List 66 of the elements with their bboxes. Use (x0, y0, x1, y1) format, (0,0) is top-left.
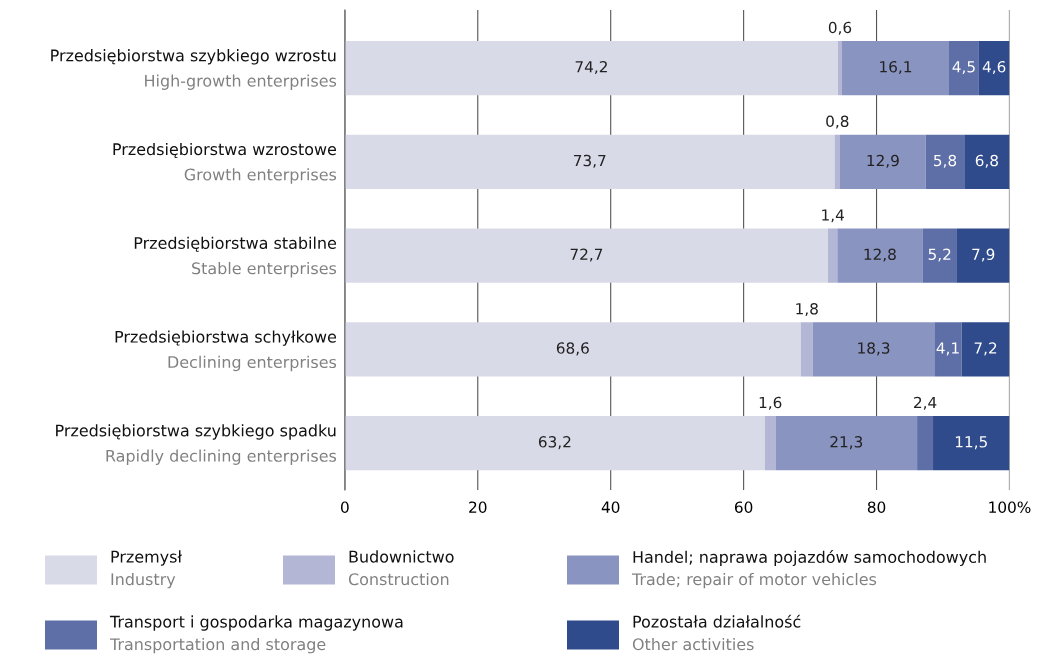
bar (917, 415, 934, 471)
bar (961, 322, 1010, 377)
data-label: 73,7 (574, 154, 606, 168)
bar (344, 134, 835, 190)
data-label: 4,1 (936, 342, 959, 356)
bar (344, 415, 765, 471)
bar (834, 134, 840, 190)
y-tick-label: Przedsiębiorstwa schyłkowe Declining enterprises (115, 330, 337, 372)
data-label: 1,6 (759, 396, 782, 410)
data-label: 63,2 (538, 436, 571, 450)
data-label: 68,6 (556, 342, 589, 356)
x-tick-label: 20 (469, 501, 487, 513)
bar (839, 134, 926, 190)
data-label: 7,2 (974, 342, 997, 356)
y-tick-label: Przedsiębiorstwa szybkiego spadku Rapidly declining enterprises (56, 424, 337, 465)
data-label: 6,8 (975, 154, 998, 168)
bar (344, 228, 829, 283)
bar (841, 40, 949, 96)
data-label: 12,8 (864, 248, 896, 262)
data-label: 0,8 (826, 115, 849, 129)
y-tick-label: Przedsiębiorstwa wzrostowe Growth enterprises (113, 142, 337, 184)
x-tick-label: 60 (734, 501, 753, 513)
legend-label: Transport i gospodarka magazynowa Transportation and storage (109, 615, 403, 654)
legend-label: Budownictwo Construction (348, 550, 454, 586)
y-tick-label: Przedsiębiorstwa stabilne Stable enterprises (134, 236, 337, 278)
bar (837, 228, 923, 283)
x-tick-label: 80 (867, 501, 886, 513)
bar (838, 40, 842, 96)
data-label: 0,6 (828, 21, 852, 35)
x-tick-label: 100% (989, 501, 1031, 513)
bar (344, 322, 801, 377)
bar (800, 322, 813, 377)
bar (978, 40, 1010, 96)
bar (925, 134, 965, 190)
data-label: 16,1 (880, 60, 912, 75)
bar (933, 415, 1010, 471)
data-label: 21,3 (830, 436, 863, 450)
data-label: 2,4 (914, 396, 937, 410)
bar (956, 228, 1010, 283)
bar (812, 322, 935, 377)
bar (964, 134, 1010, 190)
data-label: 4,6 (982, 60, 1006, 75)
y-tick-label: Przedsiębiorstwa szybkiego wzrostu High-growth enterprises (51, 49, 337, 90)
bar (948, 40, 979, 96)
data-label: 1,4 (822, 209, 844, 223)
data-label: 18,3 (858, 342, 890, 356)
data-label: 7,9 (972, 248, 995, 262)
data-label: 74,2 (575, 60, 607, 75)
data-label: 72,7 (570, 248, 603, 262)
bar (775, 415, 918, 471)
bar (344, 40, 838, 96)
data-label: 11,5 (955, 436, 987, 450)
bar (764, 415, 776, 471)
x-tick-label: 0 (341, 501, 349, 513)
data-label: 5,8 (934, 154, 957, 168)
data-label: 5,2 (928, 248, 951, 262)
bar (922, 228, 957, 283)
x-tick-label: 40 (601, 501, 620, 513)
bar (934, 322, 962, 377)
data-label: 12,9 (867, 154, 899, 168)
legend-label: Pozostała działalność Other activities (632, 614, 801, 651)
bar (828, 228, 838, 283)
data-label: 1,8 (796, 302, 818, 317)
data-label: 4,5 (952, 61, 975, 75)
legend-label: Przemysł Industry (111, 550, 183, 589)
legend-label: Handel; naprawa pojazdów samochodowych Trade; repair of motor vehicles (631, 550, 986, 589)
